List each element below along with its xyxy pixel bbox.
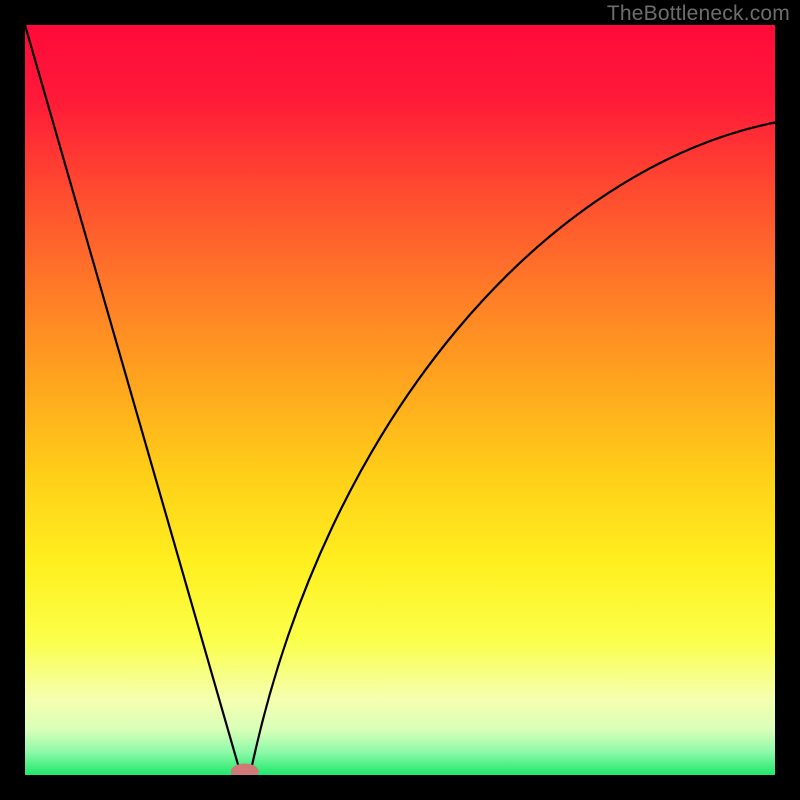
watermark-text: TheBottleneck.com: [607, 2, 790, 26]
gradient-background: [25, 25, 775, 775]
bottleneck-chart: [25, 25, 775, 775]
plot-area: [25, 25, 775, 775]
chart-container: TheBottleneck.com: [0, 0, 800, 800]
